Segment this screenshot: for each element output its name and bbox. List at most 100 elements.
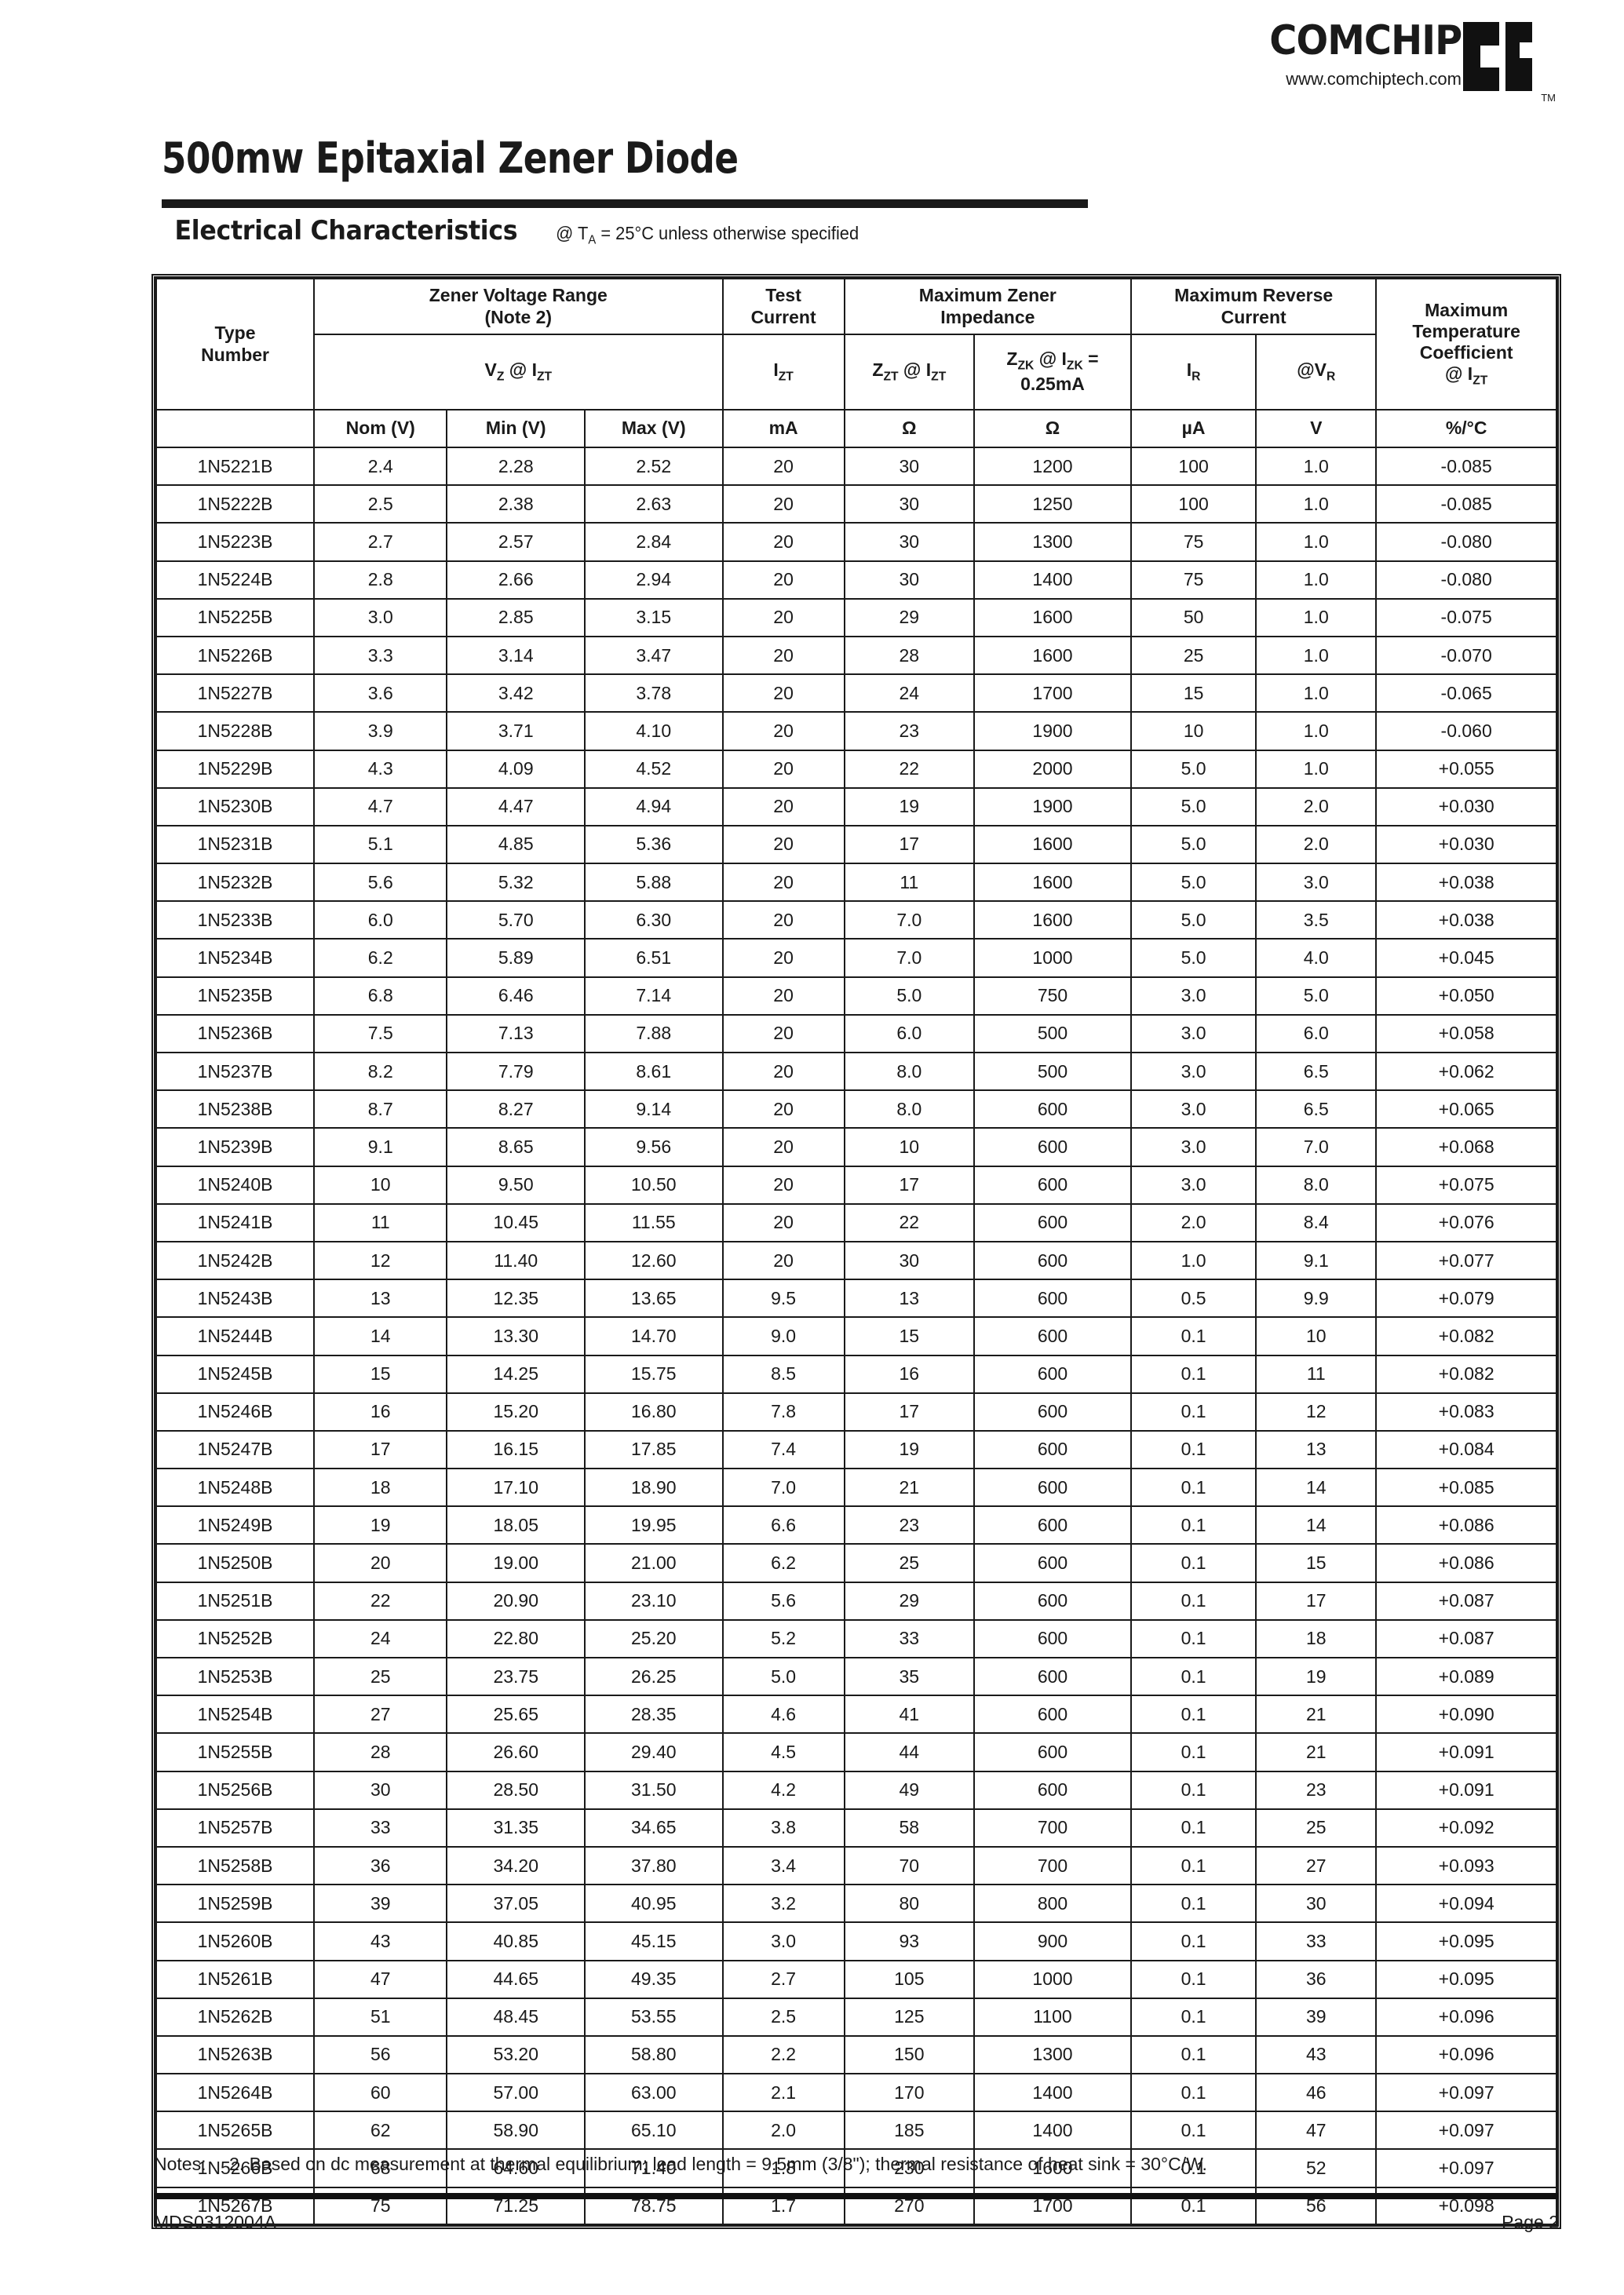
cell-min-v: 3.42 [446, 673, 586, 713]
cell-izt-ma: 20 [721, 976, 845, 1016]
cell-izt-ma: 3.2 [721, 1884, 845, 1924]
cell-max-v: 34.65 [584, 1808, 724, 1848]
cell-type-number: 1N5226B [154, 635, 316, 676]
cell-type-number: 1N5254B [154, 1695, 316, 1735]
cell-min-v: 19.00 [446, 1543, 586, 1583]
cell-vr-v: 8.0 [1255, 1165, 1378, 1205]
cell-temp-coeff: -0.085 [1375, 484, 1558, 524]
cell-zzk-ohm: 1000 [973, 938, 1133, 978]
cell-izt-ma: 20 [721, 673, 845, 713]
cell-vr-v: 6.0 [1255, 1013, 1378, 1054]
cell-zzk-ohm: 600 [973, 1581, 1133, 1621]
cell-izt-ma: 20 [721, 1240, 845, 1281]
cell-max-v: 2.94 [584, 560, 724, 600]
table-row: 1N5237B 8.2 7.79 8.61 20 8.0 500 3.0 6.5 +0.062 [154, 1051, 1558, 1092]
cell-zzk-ohm: 600 [973, 1618, 1133, 1659]
cell-vr-v: 36 [1255, 1959, 1378, 1999]
cell-ir-ua: 0.1 [1130, 1392, 1257, 1432]
cell-min-v: 18.05 [446, 1505, 586, 1545]
cell-min-v: 12.35 [446, 1279, 586, 1319]
cell-type-number: 1N5235B [154, 976, 316, 1016]
cell-zzt-ohm: 15 [843, 1316, 975, 1356]
col-header-izt: IZT [721, 334, 845, 410]
table-row: 1N5221B 2.4 2.28 2.52 20 30 1200 100 1.0 -0.085 [154, 446, 1558, 487]
cell-zzk-ohm: 600 [973, 1240, 1133, 1281]
cell-min-v: 2.66 [446, 560, 586, 600]
cell-ir-ua: 0.1 [1130, 2111, 1257, 2151]
cell-vr-v: 5.0 [1255, 976, 1378, 1016]
cell-type-number: 1N5245B [154, 1354, 316, 1394]
cell-izt-ma: 9.5 [721, 1279, 845, 1319]
cell-min-v: 23.75 [446, 1656, 586, 1697]
cell-izt-ma: 9.0 [721, 1316, 845, 1356]
cell-type-number: 1N5223B [154, 522, 316, 562]
cell-vr-v: 1.0 [1255, 749, 1378, 789]
table-row: 1N5250B 20 19.00 21.00 6.2 25 600 0.1 15 +0.086 [154, 1543, 1558, 1583]
cell-min-v: 3.71 [446, 711, 586, 751]
cell-type-number: 1N5251B [154, 1581, 316, 1621]
cell-vr-v: 4.0 [1255, 938, 1378, 978]
cell-max-v: 49.35 [584, 1959, 724, 1999]
cell-ir-ua: 0.5 [1130, 1279, 1257, 1319]
cell-vr-v: 1.0 [1255, 673, 1378, 713]
cell-min-v: 37.05 [446, 1884, 586, 1924]
cell-ir-ua: 0.1 [1130, 1845, 1257, 1886]
cell-zzk-ohm: 500 [973, 1013, 1133, 1054]
cell-temp-coeff: +0.086 [1375, 1505, 1558, 1545]
cell-min-v: 53.20 [446, 2034, 586, 2075]
cell-zzt-ohm: 185 [843, 2111, 975, 2151]
cell-temp-coeff: +0.083 [1375, 1392, 1558, 1432]
cell-zzt-ohm: 230 [843, 2148, 975, 2188]
cell-zzt-ohm: 19 [843, 786, 975, 826]
cell-max-v: 78.75 [584, 2186, 724, 2226]
cell-max-v: 14.70 [584, 1316, 724, 1356]
cell-zzk-ohm: 1600 [973, 2148, 1133, 2188]
cell-vr-v: 3.5 [1255, 900, 1378, 940]
cell-zzt-ohm: 8.0 [843, 1051, 975, 1092]
cell-temp-coeff: +0.093 [1375, 1845, 1558, 1886]
cell-nom-v: 2.4 [313, 446, 448, 487]
col-header-type-number: Type Number [154, 277, 316, 410]
cell-min-v: 25.65 [446, 1695, 586, 1735]
cell-ir-ua: 0.1 [1130, 1429, 1257, 1470]
cell-min-v: 8.65 [446, 1127, 586, 1167]
cell-type-number: 1N5255B [154, 1732, 316, 1772]
cell-temp-coeff: +0.038 [1375, 863, 1558, 903]
cell-type-number: 1N5249B [154, 1505, 316, 1545]
cell-zzt-ohm: 7.0 [843, 900, 975, 940]
table-body: 1N5221B 2.4 2.28 2.52 20 30 1200 100 1.0 -0.085 1N… [154, 446, 1558, 2226]
cell-vr-v: 18 [1255, 1618, 1378, 1659]
cell-max-v: 29.40 [584, 1732, 724, 1772]
cell-type-number: 1N5266B [154, 2148, 316, 2188]
cell-zzk-ohm: 600 [973, 1656, 1133, 1697]
cell-max-v: 63.00 [584, 2073, 724, 2113]
cell-izt-ma: 2.5 [721, 1997, 845, 2037]
cell-type-number: 1N5236B [154, 1013, 316, 1054]
cell-nom-v: 56 [313, 2034, 448, 2075]
title-divider [162, 199, 1088, 208]
electrical-characteristics-table: Type Number Zener Voltage Range (Note 2)… [151, 274, 1561, 2229]
cell-izt-ma: 2.7 [721, 1959, 845, 1999]
cell-min-v: 5.89 [446, 938, 586, 978]
cell-nom-v: 17 [313, 1429, 448, 1470]
cell-type-number: 1N5237B [154, 1051, 316, 1092]
cell-min-v: 64.60 [446, 2148, 586, 2188]
cell-zzk-ohm: 1100 [973, 1997, 1133, 2037]
table-row: 1N5262B 51 48.45 53.55 2.5 125 1100 0.1 39 +0.096 [154, 1997, 1558, 2037]
cell-nom-v: 18 [313, 1468, 448, 1508]
cell-max-v: 10.50 [584, 1165, 724, 1205]
unit-header-ua: µA [1130, 409, 1257, 448]
cell-temp-coeff: +0.091 [1375, 1732, 1558, 1772]
unit-header-ma: mA [721, 409, 845, 448]
cell-temp-coeff: +0.077 [1375, 1240, 1558, 1281]
cell-nom-v: 9.1 [313, 1127, 448, 1167]
cell-nom-v: 12 [313, 1240, 448, 1281]
cell-vr-v: 1.0 [1255, 484, 1378, 524]
cell-min-v: 22.80 [446, 1618, 586, 1659]
cell-ir-ua: 0.1 [1130, 1468, 1257, 1508]
cell-min-v: 5.70 [446, 900, 586, 940]
table-row: 1N5249B 19 18.05 19.95 6.6 23 600 0.1 14 +0.086 [154, 1505, 1558, 1545]
cell-zzt-ohm: 58 [843, 1808, 975, 1848]
cell-type-number: 1N5227B [154, 673, 316, 713]
cell-zzt-ohm: 270 [843, 2186, 975, 2226]
